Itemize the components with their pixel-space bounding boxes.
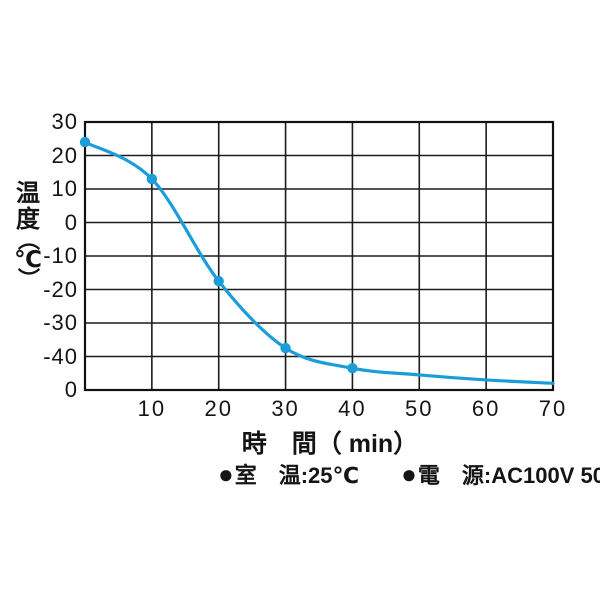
x-axis-title: 時 間（ min）	[241, 430, 419, 458]
x-tick-label: 10	[137, 396, 167, 421]
y-tick-label: -10	[43, 243, 78, 268]
y-tick-label: 20	[51, 142, 78, 168]
y-tick-label: -20	[43, 276, 78, 302]
celsius-unit-glyph: ℃	[14, 246, 42, 272]
y-tick-label: -40	[43, 343, 78, 369]
y-tick-label: -30	[43, 310, 78, 335]
x-tick-label: 40	[338, 396, 367, 421]
x-tick-label: 60	[471, 396, 501, 421]
y-tick-label: 30	[51, 109, 78, 134]
x-tick-label: 30	[271, 396, 300, 421]
bullet-icon: ●	[218, 459, 234, 489]
y-axis-title-char: 度	[16, 206, 40, 233]
y-axis-title-char: 温	[16, 180, 40, 207]
power-source-note: ● 電 源:AC100V 50Hz	[401, 458, 600, 490]
y-tick-label: 10	[51, 176, 78, 201]
data-point-marker	[213, 275, 224, 287]
x-tick-label: 70	[538, 396, 568, 421]
data-point-marker	[146, 173, 158, 185]
data-point-marker	[280, 342, 291, 354]
y-tick-label: 0	[64, 209, 78, 235]
data-point-marker	[79, 136, 91, 148]
x-tick-label: 20	[204, 396, 233, 421]
cooling-curve-line	[83, 140, 555, 385]
room-temp-note: ● 室 温:25℃	[218, 458, 359, 490]
plot-area	[79, 120, 555, 392]
data-point-marker	[347, 363, 358, 374]
y-axis-title: 温 度 （ ℃ ）	[10, 180, 46, 290]
footer-notes: ● 室 温:25℃ ● 電 源:AC100V 50Hz	[218, 458, 600, 490]
power-source-text: 電 源:AC100V 50Hz	[417, 463, 600, 488]
bullet-icon: ●	[401, 459, 417, 489]
room-temp-text: 室 温:25℃	[234, 463, 360, 488]
x-tick-label: 50	[405, 396, 434, 421]
plot-border	[83, 120, 555, 392]
y-tick-label: 0	[64, 377, 78, 402]
